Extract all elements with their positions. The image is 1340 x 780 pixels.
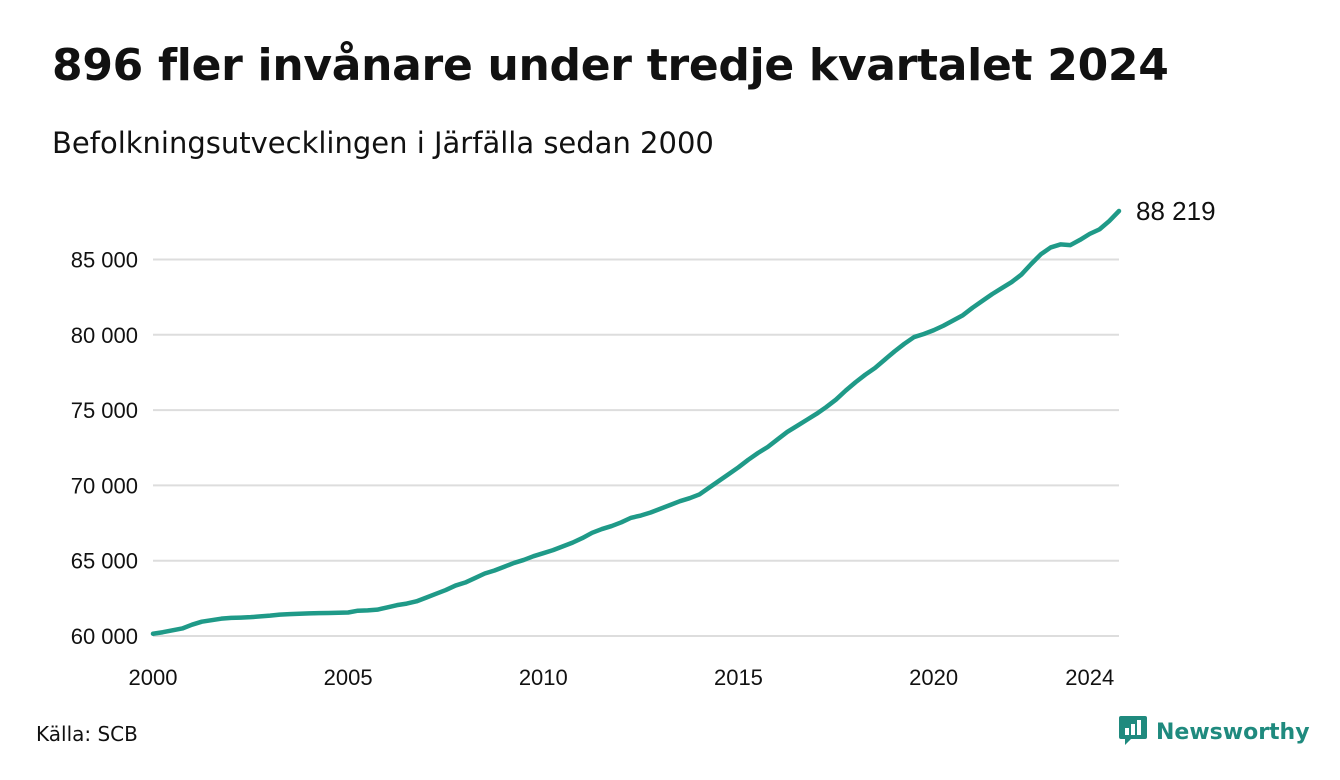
newsworthy-logo-icon bbox=[1118, 714, 1148, 750]
y-tick-label: 75 000 bbox=[71, 398, 138, 423]
x-tick-label: 2015 bbox=[714, 665, 763, 690]
brand-logo[interactable]: Newsworthy bbox=[1118, 714, 1310, 750]
brand-name: Newsworthy bbox=[1156, 719, 1310, 745]
y-tick-label: 80 000 bbox=[71, 323, 138, 348]
y-tick-label: 70 000 bbox=[71, 473, 138, 498]
x-tick-label: 2020 bbox=[909, 665, 958, 690]
y-tick-label: 65 000 bbox=[71, 549, 138, 574]
end-value-label: 88 219 bbox=[1136, 196, 1216, 226]
y-tick-label: 85 000 bbox=[71, 247, 138, 272]
chart-title: 896 fler invånare under tredje kvartalet… bbox=[52, 40, 1169, 91]
gridlines bbox=[153, 258, 1119, 637]
x-tick-label: 2010 bbox=[519, 665, 568, 690]
source-note: Källa: SCB bbox=[36, 722, 138, 746]
x-tick-label: 2024 bbox=[1065, 665, 1114, 690]
population-series-line bbox=[150, 208, 1122, 636]
line-chart: 60 000 65 000 70 000 75 000 80 000 85 000 200… bbox=[71, 196, 1216, 690]
x-tick-label: 2005 bbox=[324, 665, 373, 690]
x-axis-tick-labels: 2000 2005 2010 2015 2020 2024 bbox=[129, 665, 1115, 690]
y-axis-tick-labels: 60 000 65 000 70 000 75 000 80 000 85 000 bbox=[71, 247, 138, 649]
y-tick-label: 60 000 bbox=[71, 624, 138, 649]
x-tick-label: 2000 bbox=[129, 665, 178, 690]
chart-subtitle: Befolkningsutvecklingen i Järfälla sedan… bbox=[52, 126, 714, 160]
